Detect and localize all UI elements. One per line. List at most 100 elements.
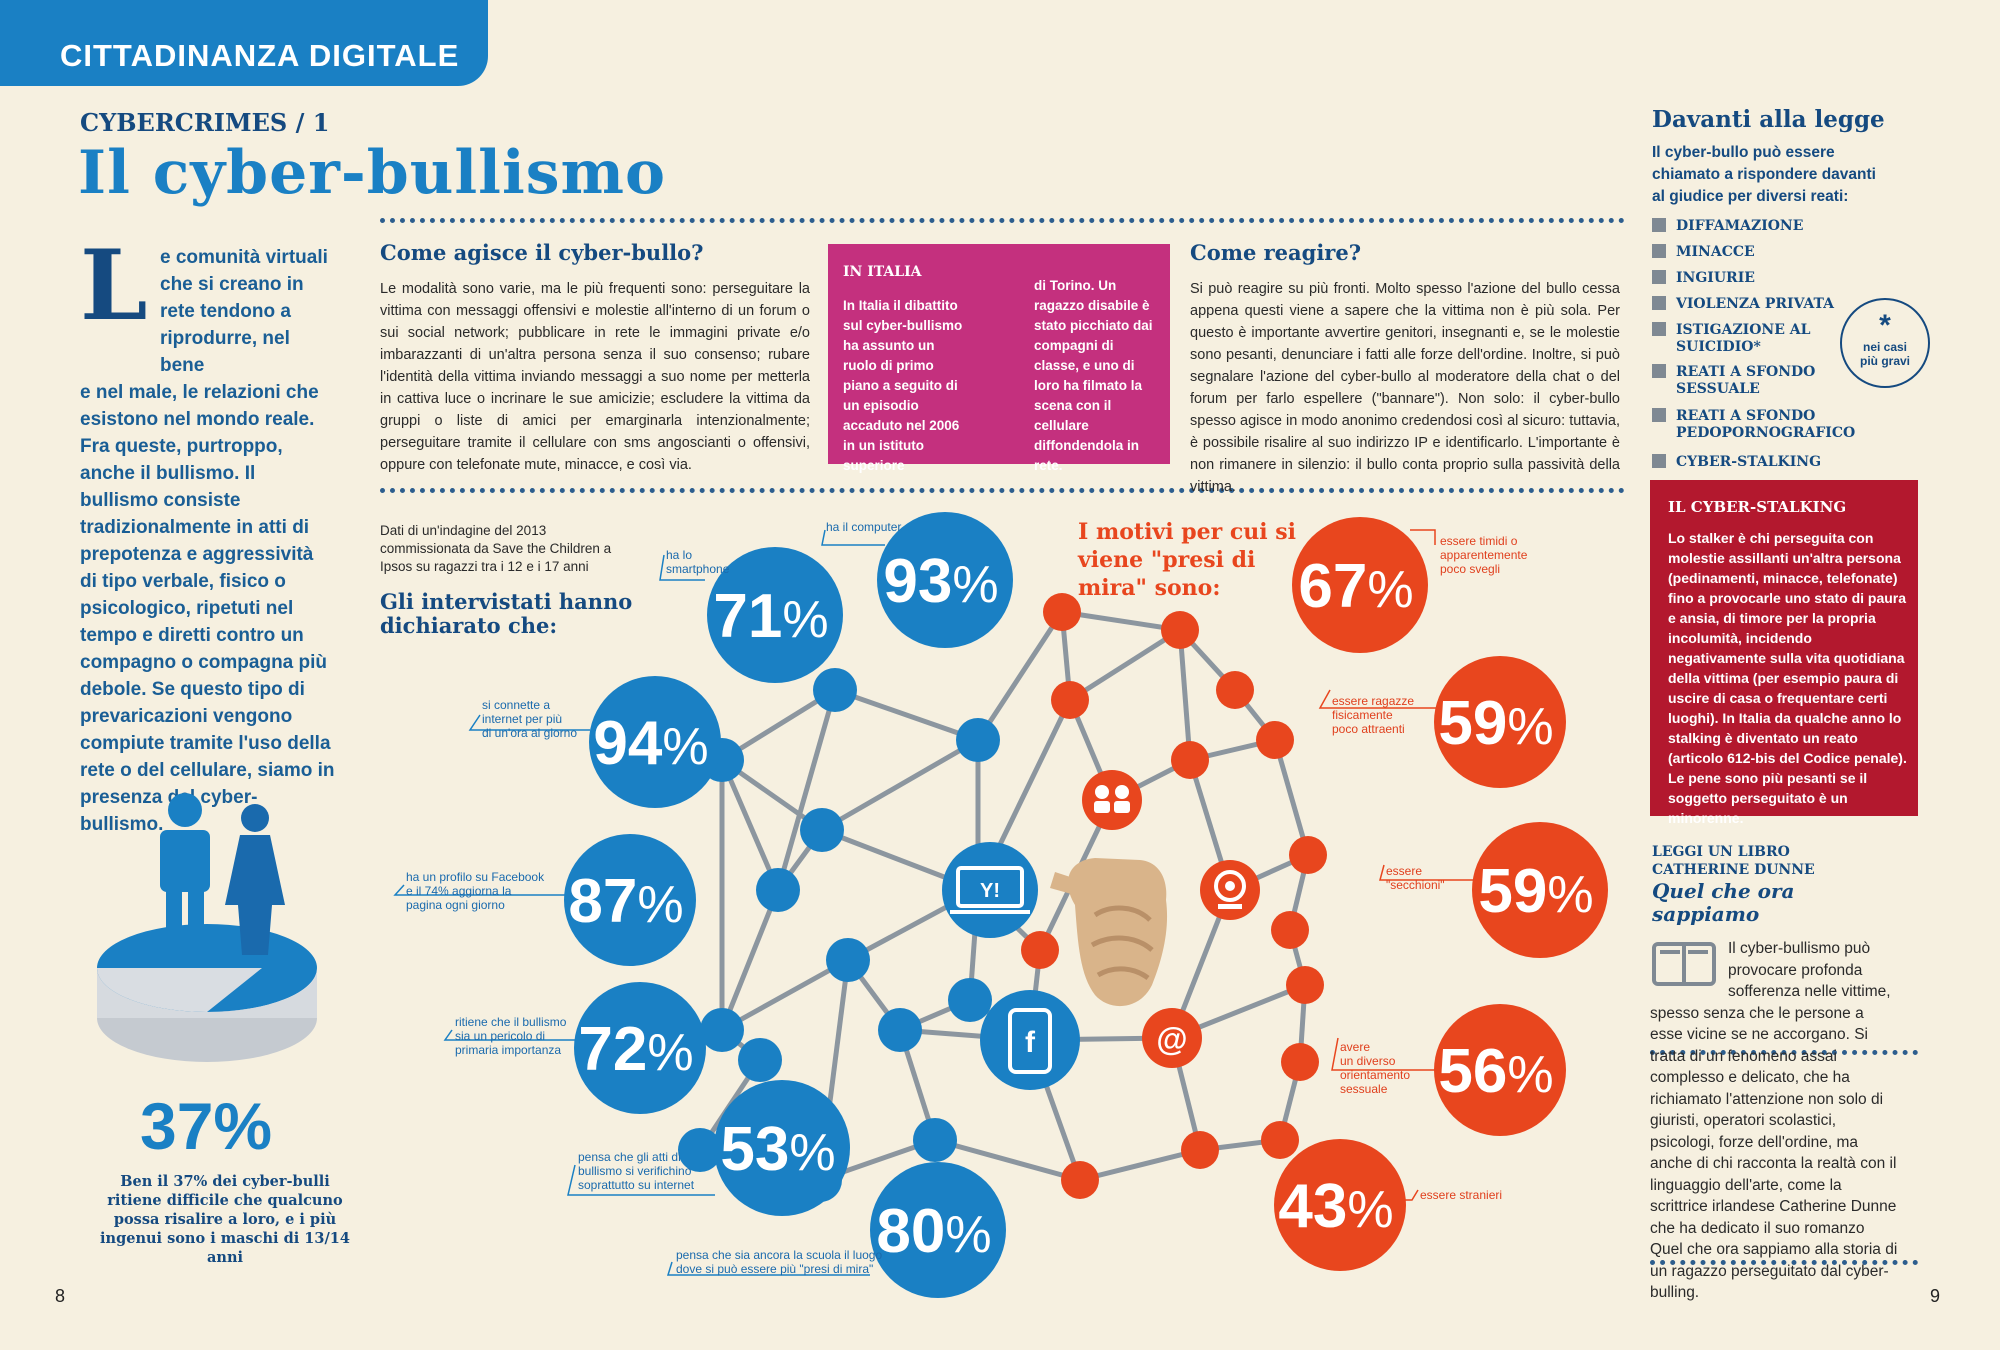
users-group-icon bbox=[1082, 770, 1142, 830]
network-node bbox=[1261, 1121, 1299, 1159]
yahoo-icon: Y! bbox=[942, 842, 1038, 938]
network-node bbox=[700, 1008, 744, 1052]
stat-value: 67% bbox=[1298, 552, 1413, 621]
section-label: CITTADINANZA DIGITALE bbox=[60, 38, 460, 73]
stat-value: 87% bbox=[568, 867, 683, 936]
network-node bbox=[1061, 1161, 1099, 1199]
survey-stat-circle: 53% bbox=[714, 1080, 850, 1216]
network-edge bbox=[820, 737, 980, 833]
section-header-tab: CITTADINANZA DIGITALE bbox=[0, 0, 488, 86]
stat-value: 72% bbox=[578, 1015, 693, 1084]
stat-unit: % bbox=[1547, 866, 1593, 924]
square-bullet-icon bbox=[1652, 244, 1666, 258]
network-node bbox=[1161, 611, 1199, 649]
law-intro: Il cyber-bullo può essere chiamato a ris… bbox=[1652, 144, 1876, 205]
stat-value: 59% bbox=[1478, 857, 1593, 926]
webcam-icon bbox=[1200, 860, 1260, 920]
network-node bbox=[1171, 741, 1209, 779]
network-edge bbox=[720, 957, 850, 1033]
stat-unit: % bbox=[945, 1206, 991, 1264]
reason-stat-circle: 67% bbox=[1292, 517, 1428, 653]
bully-stat-value: 37% bbox=[140, 1089, 273, 1163]
stat-unit: % bbox=[1507, 1046, 1553, 1104]
leader-line bbox=[1410, 529, 1436, 545]
intro-line: riprodurre, nel bene bbox=[160, 328, 290, 376]
fist-hand-icon bbox=[1050, 858, 1168, 1007]
stat-value: 80% bbox=[876, 1197, 991, 1266]
reason-label: essere stranieri bbox=[1420, 1188, 1503, 1202]
book-title-line: Quel che ora bbox=[1652, 879, 1795, 903]
leader-line bbox=[567, 1164, 715, 1196]
stalking-text: Lo stalker è chi perseguita con molestie… bbox=[1668, 530, 1907, 826]
people-podium-icon bbox=[97, 793, 317, 1062]
network-node bbox=[756, 868, 800, 912]
stat-value: 94% bbox=[593, 709, 708, 778]
survey-stat-circle: 94% bbox=[589, 676, 721, 808]
network-node bbox=[800, 808, 844, 852]
reason-stat-circle: 43% bbox=[1274, 1139, 1406, 1271]
leader-line bbox=[443, 1029, 575, 1041]
crime-item: ISTIGAZIONE AL SUICIDIO* bbox=[1652, 322, 1826, 356]
network-edge bbox=[1068, 627, 1182, 703]
dotted-divider-middle bbox=[380, 488, 1625, 493]
stat-unit: % bbox=[782, 591, 828, 649]
square-bullet-icon bbox=[1652, 218, 1666, 232]
svg-text:Y!: Y! bbox=[980, 880, 1000, 902]
network-nodes bbox=[678, 593, 1327, 1202]
leader-line bbox=[1379, 864, 1475, 881]
stat-circles: 93% 71%94% 87% 72% 53% 80% 67% 59% 59% 56% 43% bbox=[564, 512, 1608, 1298]
book-title-line: sappiamo bbox=[1652, 902, 1760, 926]
stat-value: 43% bbox=[1278, 1172, 1393, 1241]
network-node bbox=[1271, 911, 1309, 949]
severe-cases-badge: * nei casi più gravi bbox=[1840, 298, 1930, 388]
network-node bbox=[738, 1038, 782, 1082]
survey-stat-circle: 72% bbox=[574, 982, 706, 1114]
network-edge bbox=[1177, 629, 1193, 761]
intro-line: che si creano in bbox=[160, 274, 304, 295]
stat-unit: % bbox=[1507, 698, 1553, 756]
network-node bbox=[1021, 931, 1059, 969]
svg-text:@: @ bbox=[1156, 1021, 1187, 1057]
italia-col2: di Torino. Un ragazzo disabile è stato p… bbox=[1034, 278, 1153, 473]
dotted-divider-book-bottom bbox=[1650, 1260, 1918, 1265]
intro-line: e comunità virtuali bbox=[160, 247, 328, 268]
reason-stat-circle: 59% bbox=[1472, 822, 1608, 958]
stat-value: 53% bbox=[720, 1115, 835, 1184]
network-node bbox=[678, 1128, 722, 1172]
network-edge bbox=[1079, 1147, 1201, 1183]
stat-value: 93% bbox=[883, 547, 998, 616]
book-label: LEGGI UN LIBRO bbox=[1652, 844, 1790, 860]
drop-cap: L bbox=[80, 229, 148, 342]
square-bullet-icon bbox=[1652, 454, 1666, 468]
network-edge bbox=[720, 687, 837, 763]
reason-stat-circle: 56% bbox=[1434, 1004, 1566, 1136]
network-node bbox=[1051, 681, 1089, 719]
react-title: Come reagire? bbox=[1190, 240, 1362, 265]
leader-line bbox=[666, 1261, 870, 1276]
leader-line bbox=[393, 884, 565, 896]
network-node bbox=[1289, 836, 1327, 874]
reason-stat-circle: 59% bbox=[1434, 656, 1566, 788]
network-node bbox=[1181, 1131, 1219, 1169]
leader-line bbox=[821, 529, 885, 546]
square-bullet-icon bbox=[1652, 270, 1666, 284]
leader-lines bbox=[393, 529, 1475, 1276]
leader-line bbox=[659, 554, 705, 581]
crime-item: DIFFAMAZIONE bbox=[1652, 218, 1916, 235]
network-node bbox=[826, 938, 870, 982]
survey-heading: Gli intervistati hanno dichiarato che: bbox=[380, 589, 633, 638]
stat-unit: % bbox=[647, 1024, 693, 1082]
stat-unit: % bbox=[637, 876, 683, 934]
how-title: Come agisce il cyber-bullo? bbox=[380, 240, 704, 265]
network-edge bbox=[1061, 609, 1181, 633]
law-title: Davanti alla legge bbox=[1652, 106, 1885, 133]
leader-line bbox=[1331, 1037, 1436, 1071]
crime-item: REATI A SFONDO PEDOPORNOGRAFICO bbox=[1652, 408, 1876, 442]
page-title: Il cyber-bullismo bbox=[78, 138, 667, 208]
network-node bbox=[813, 668, 857, 712]
leader-line bbox=[1405, 1189, 1419, 1201]
stat-unit: % bbox=[789, 1124, 835, 1182]
crime-item: MINACCE bbox=[1652, 244, 1916, 261]
network-edge bbox=[719, 759, 781, 891]
network-edge bbox=[719, 889, 781, 1031]
